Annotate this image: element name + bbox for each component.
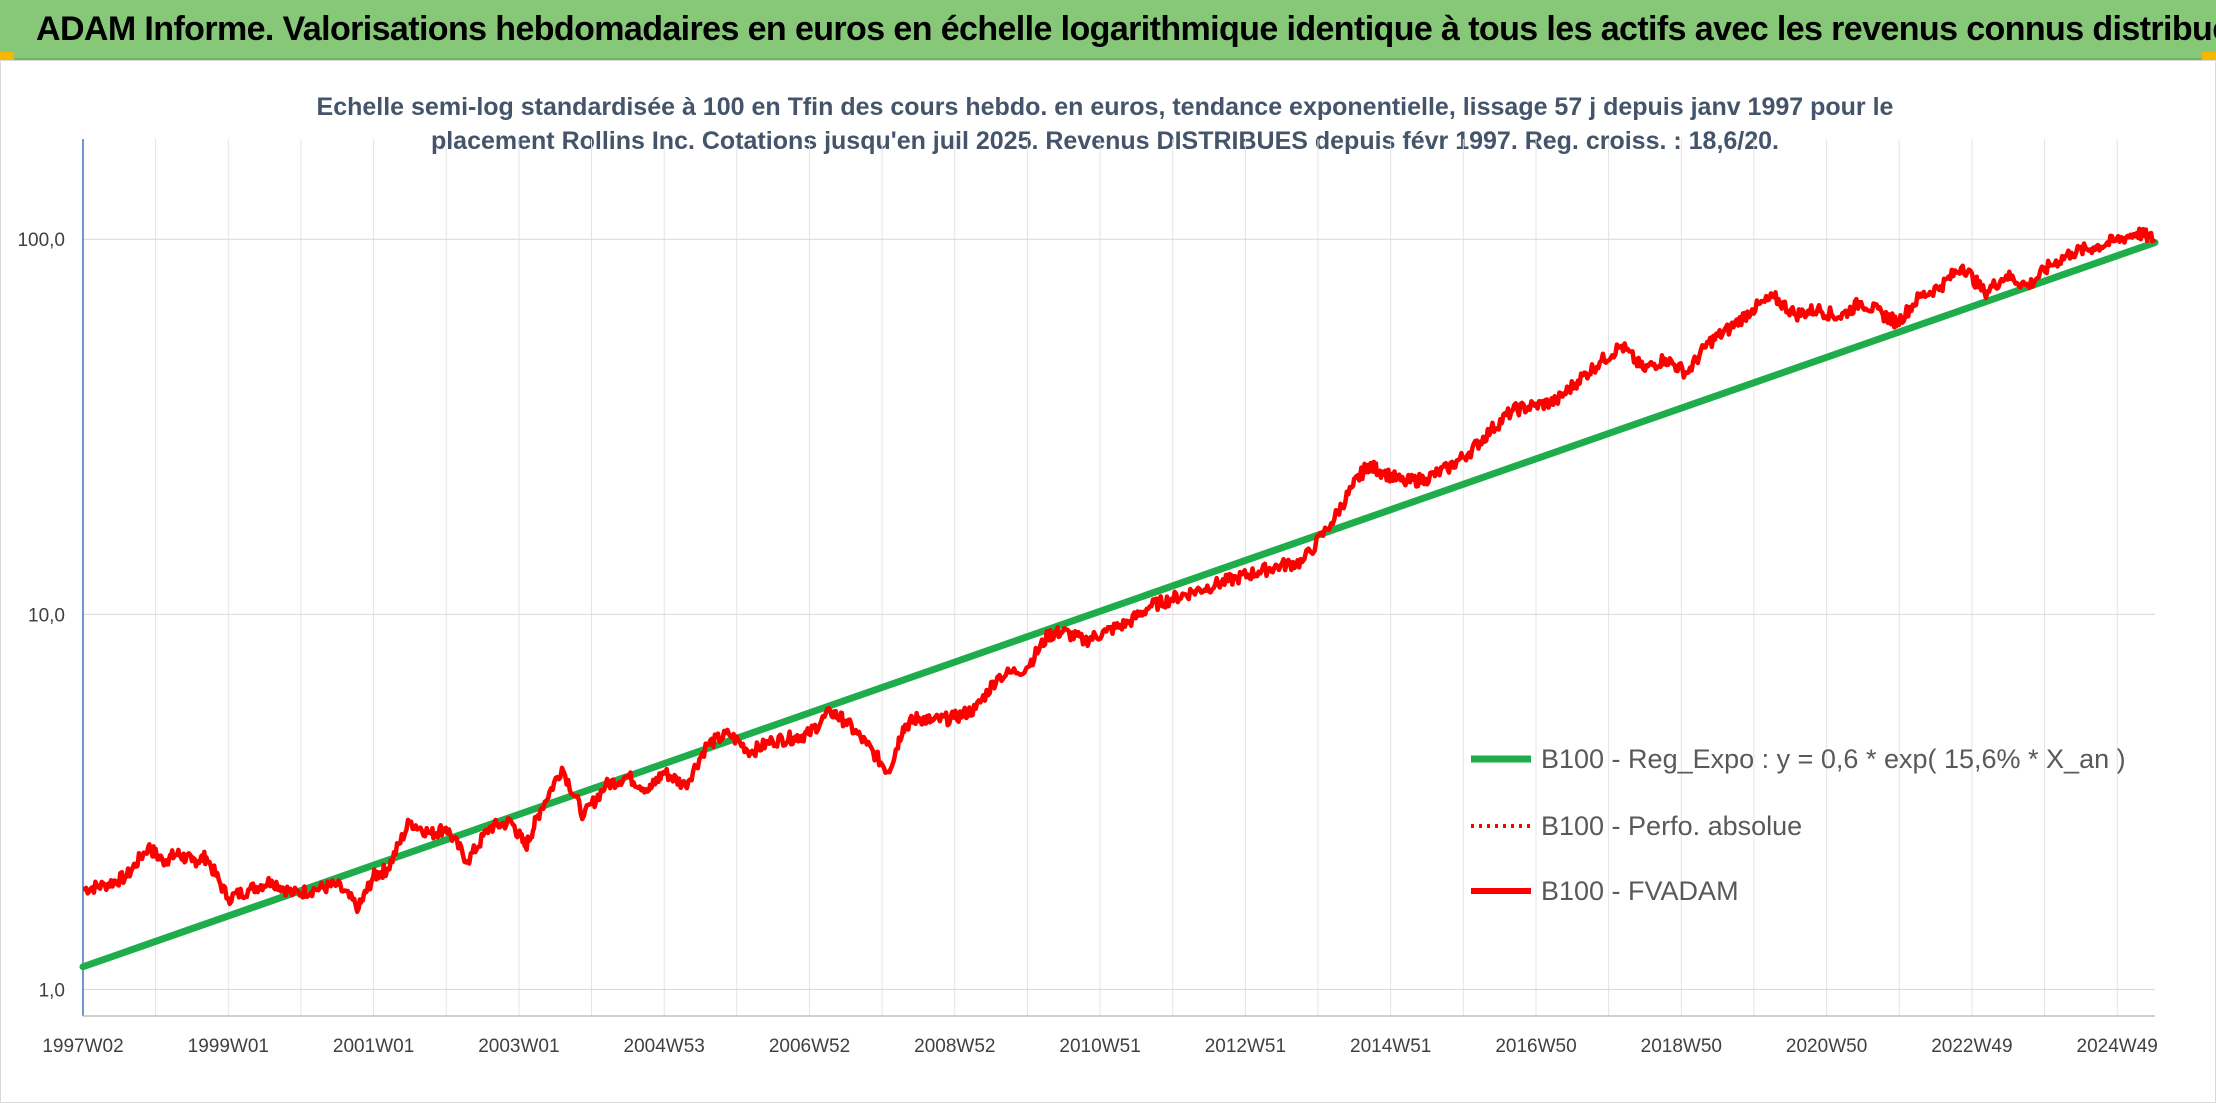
x-tick-label: 2010W51 [1059,1036,1140,1057]
banner-title: ADAM Informe. Valorisations hebdomadaire… [36,9,2216,48]
legend-label-1: B100 - Reg_Expo : y = 0,6 * exp( 15,6% *… [1541,744,2126,774]
x-tick-label: 1999W01 [188,1036,269,1057]
banner: ADAM Informe. Valorisations hebdomadaire… [0,0,2216,60]
chart-frame: Echelle semi-log standardisée à 100 en T… [0,60,2216,1103]
x-tick-label: 2022W49 [1931,1036,2012,1057]
x-tick-label: 1997W02 [42,1036,123,1057]
chart-title-line-2: placement Rollins Inc. Cotations jusqu'e… [431,127,1779,155]
x-tick-label: 2001W01 [333,1036,414,1057]
x-tick-label: 2018W50 [1641,1036,1722,1057]
series-line-regression [79,239,2159,971]
x-tick-label: 2014W51 [1350,1036,1431,1057]
y-tick-label: 1,0 [39,981,65,1002]
y-tick-label: 100,0 [17,230,65,251]
series-line-fvadam [82,226,2157,915]
x-tick-label: 2004W53 [624,1036,705,1057]
x-tick-label: 2024W49 [2077,1036,2158,1057]
y-tick-label: 10,0 [28,605,65,626]
x-tick-label: 2006W52 [769,1036,850,1057]
legend-label-2: B100 - Perfo. absolue [1541,811,1802,841]
chart-svg: Echelle semi-log standardisée à 100 en T… [17,93,2159,1057]
x-tick-label: 2003W01 [478,1036,559,1057]
x-tick-label: 2016W50 [1495,1036,1576,1057]
chart-title-line-1: Echelle semi-log standardisée à 100 en T… [317,93,1894,121]
x-tick-label: 2008W52 [914,1036,995,1057]
legend-label-3: B100 - FVADAM [1541,876,1739,906]
x-tick-label: 2020W50 [1786,1036,1867,1057]
x-tick-label: 2012W51 [1205,1036,1286,1057]
